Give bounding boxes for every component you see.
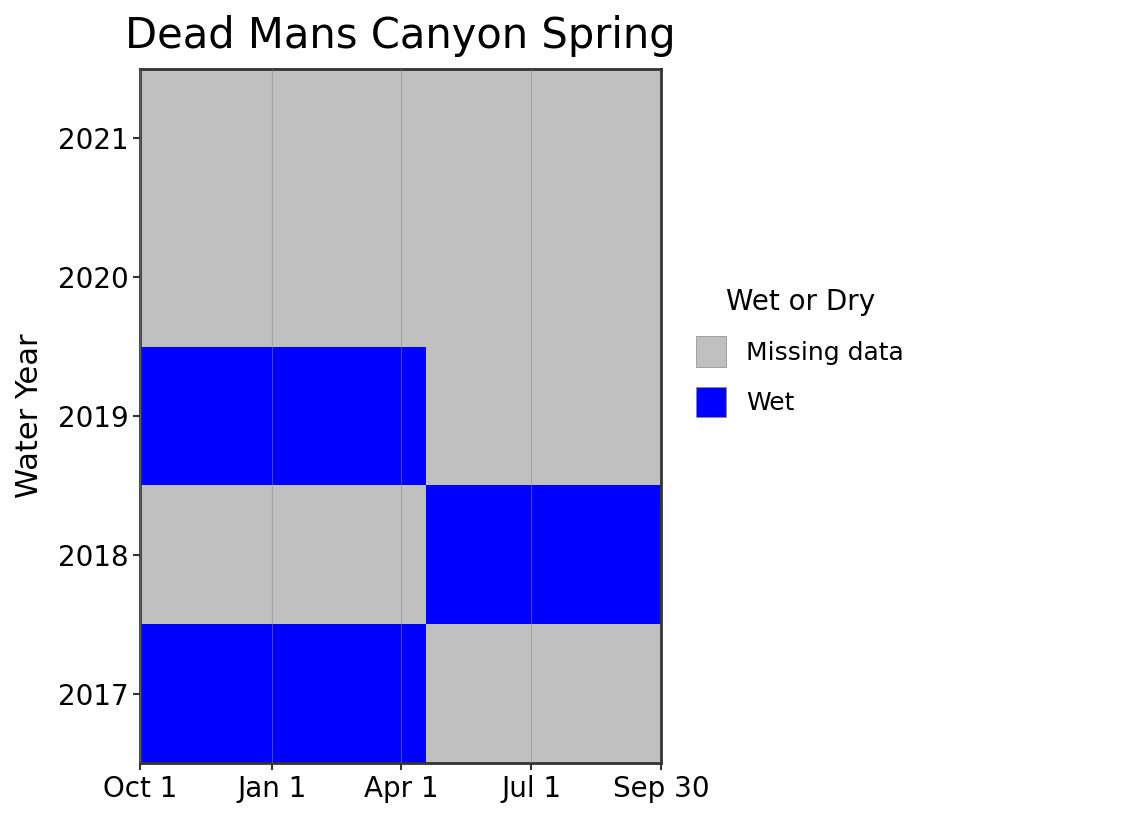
- Bar: [141, 347, 426, 485]
- Bar: [426, 347, 661, 485]
- Y-axis label: Water Year: Water Year: [15, 334, 44, 498]
- Bar: [141, 485, 426, 624]
- Bar: [141, 208, 661, 347]
- Bar: [141, 69, 661, 208]
- Bar: [426, 624, 531, 763]
- Bar: [531, 624, 661, 763]
- Legend: Missing data, Wet: Missing data, Wet: [684, 276, 916, 429]
- Bar: [426, 485, 661, 624]
- Title: Dead Mans Canyon Spring: Dead Mans Canyon Spring: [125, 15, 676, 57]
- Bar: [141, 624, 426, 763]
